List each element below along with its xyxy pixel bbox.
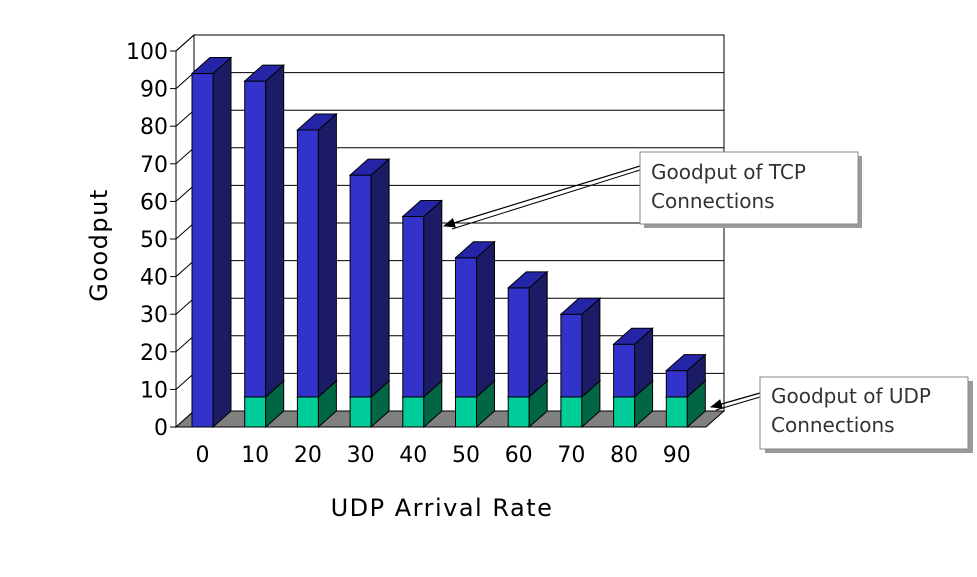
x-tick-label: 30 <box>347 443 375 468</box>
y-tick-label: 70 <box>140 153 168 178</box>
y-tick-label: 80 <box>140 115 168 140</box>
x-tick-label: 90 <box>663 443 691 468</box>
udp-bar <box>560 396 583 428</box>
udp-bar <box>665 396 688 428</box>
udp-callout-arrow <box>710 392 761 409</box>
tcp-callout-line-1: Goodput of TCP <box>651 160 806 184</box>
bar-group <box>296 112 338 429</box>
udp-bar <box>244 396 267 428</box>
y-tick-label: 100 <box>126 40 168 65</box>
y-tick-label: 50 <box>140 228 168 253</box>
y-tick-label: 0 <box>154 416 168 441</box>
bar-group <box>612 327 654 429</box>
x-axis-title: UDP Arrival Rate <box>331 494 554 522</box>
gridline-side <box>175 222 195 240</box>
x-tick-label: 40 <box>399 443 427 468</box>
bar-group <box>454 240 496 429</box>
tcp-bar-side <box>317 112 337 399</box>
y-axis-title: Goodput <box>85 188 113 302</box>
gridline-side <box>175 147 195 165</box>
udp-bar <box>613 396 636 428</box>
tcp-bar <box>296 129 319 398</box>
x-axis-ticks: 0 10 20 30 40 50 60 70 80 90 <box>196 443 691 468</box>
tcp-bar-side <box>528 270 548 399</box>
x-tick-label: 10 <box>241 443 269 468</box>
tcp-bar-side <box>370 157 390 399</box>
x-tick-label: 70 <box>557 443 585 468</box>
tcp-bar-top <box>348 158 391 176</box>
tcp-callout-arrow <box>443 165 641 228</box>
tcp-bar-top <box>612 327 654 345</box>
bar-group <box>506 270 549 429</box>
tcp-bar-top <box>454 241 496 259</box>
y-tick-label: 60 <box>140 190 168 215</box>
tcp-bar <box>560 313 583 398</box>
udp-callout-line-1: Goodput of UDP <box>771 384 931 408</box>
tcp-bar-top <box>559 297 602 315</box>
udp-bar <box>455 396 477 428</box>
tcp-callout-box <box>639 151 859 225</box>
udp-bar <box>507 396 530 428</box>
bar-group <box>559 297 602 429</box>
x-tick-label: 50 <box>452 443 480 468</box>
y-tick-label: 40 <box>140 266 168 291</box>
bar-group <box>190 56 233 429</box>
y-tick-label: 90 <box>140 78 168 103</box>
udp-callout: Goodput of UDP Connections <box>710 376 973 453</box>
gridline-side <box>175 34 195 52</box>
tcp-bar-side <box>476 240 495 399</box>
x-tick-label: 60 <box>505 443 533 468</box>
gridline-side <box>175 335 195 353</box>
bars <box>190 56 707 429</box>
x-tick-label: 0 <box>196 443 210 468</box>
y-tick-label: 20 <box>140 341 168 366</box>
tcp-callout-line-2: Connections <box>651 189 775 213</box>
tcp-bar <box>244 80 267 398</box>
gridline-side <box>175 109 195 127</box>
y-tick-label: 30 <box>140 303 168 328</box>
bar-group <box>401 199 444 429</box>
gridline-side <box>175 297 195 315</box>
tcp-bar-top <box>243 64 286 82</box>
udp-callout-box <box>759 376 969 450</box>
tcp-bar <box>455 257 477 398</box>
x-tick-label: 20 <box>294 443 322 468</box>
gridline-side <box>175 260 195 277</box>
tcp-bar-top <box>664 354 707 372</box>
bar-group <box>243 63 286 429</box>
udp-callout-line-2: Connections <box>771 413 895 437</box>
y-axis-ticks: 0 10 20 30 40 50 60 70 80 90 100 <box>126 40 177 441</box>
bar-group <box>348 157 391 429</box>
tcp-bar <box>402 215 425 398</box>
tcp-callout: Goodput of TCP Connections <box>443 151 862 230</box>
tcp-bar <box>349 174 372 398</box>
tcp-bar-top <box>506 271 549 289</box>
udp-bar <box>296 396 319 428</box>
tcp-bar-top <box>296 113 338 131</box>
gridline-side <box>175 72 195 89</box>
tcp-bar <box>665 370 688 398</box>
tcp-bar-top <box>401 199 444 217</box>
y-tick-label: 10 <box>140 378 168 403</box>
gridline-side <box>175 185 195 202</box>
tcp-bar <box>613 343 636 398</box>
udp-bar <box>349 396 372 428</box>
gridline-side <box>175 373 195 390</box>
tcp-bar-side <box>265 63 285 399</box>
tcp-bar <box>191 73 214 428</box>
tcp-bar-side <box>212 56 232 429</box>
tcp-bar <box>507 287 530 398</box>
udp-bar <box>402 396 425 428</box>
x-tick-label: 80 <box>610 443 638 468</box>
tcp-bar-side <box>581 297 601 399</box>
tcp-bar-side <box>423 199 443 399</box>
bar-group <box>664 353 707 429</box>
tcp-bar-top <box>190 57 233 75</box>
